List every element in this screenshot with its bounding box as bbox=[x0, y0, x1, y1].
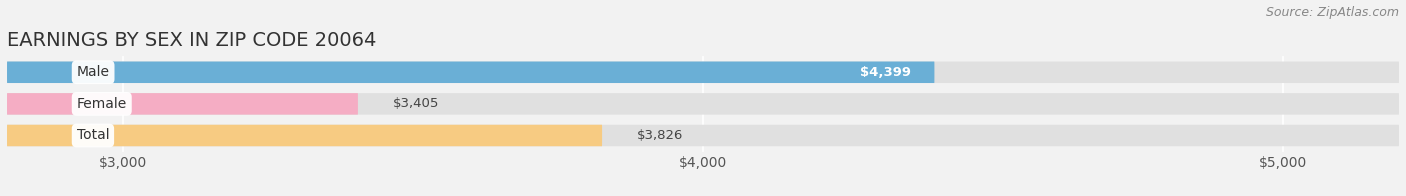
Text: EARNINGS BY SEX IN ZIP CODE 20064: EARNINGS BY SEX IN ZIP CODE 20064 bbox=[7, 31, 377, 50]
Text: Male: Male bbox=[76, 65, 110, 79]
FancyBboxPatch shape bbox=[7, 62, 1399, 83]
FancyBboxPatch shape bbox=[7, 62, 935, 83]
Text: $4,399: $4,399 bbox=[860, 66, 911, 79]
FancyBboxPatch shape bbox=[7, 93, 1399, 115]
Text: $3,405: $3,405 bbox=[392, 97, 439, 110]
FancyBboxPatch shape bbox=[7, 93, 359, 115]
Text: Total: Total bbox=[76, 129, 110, 142]
Text: Female: Female bbox=[76, 97, 127, 111]
FancyBboxPatch shape bbox=[7, 125, 1399, 146]
Text: $3,826: $3,826 bbox=[637, 129, 683, 142]
Text: Source: ZipAtlas.com: Source: ZipAtlas.com bbox=[1265, 6, 1399, 19]
FancyBboxPatch shape bbox=[7, 125, 602, 146]
